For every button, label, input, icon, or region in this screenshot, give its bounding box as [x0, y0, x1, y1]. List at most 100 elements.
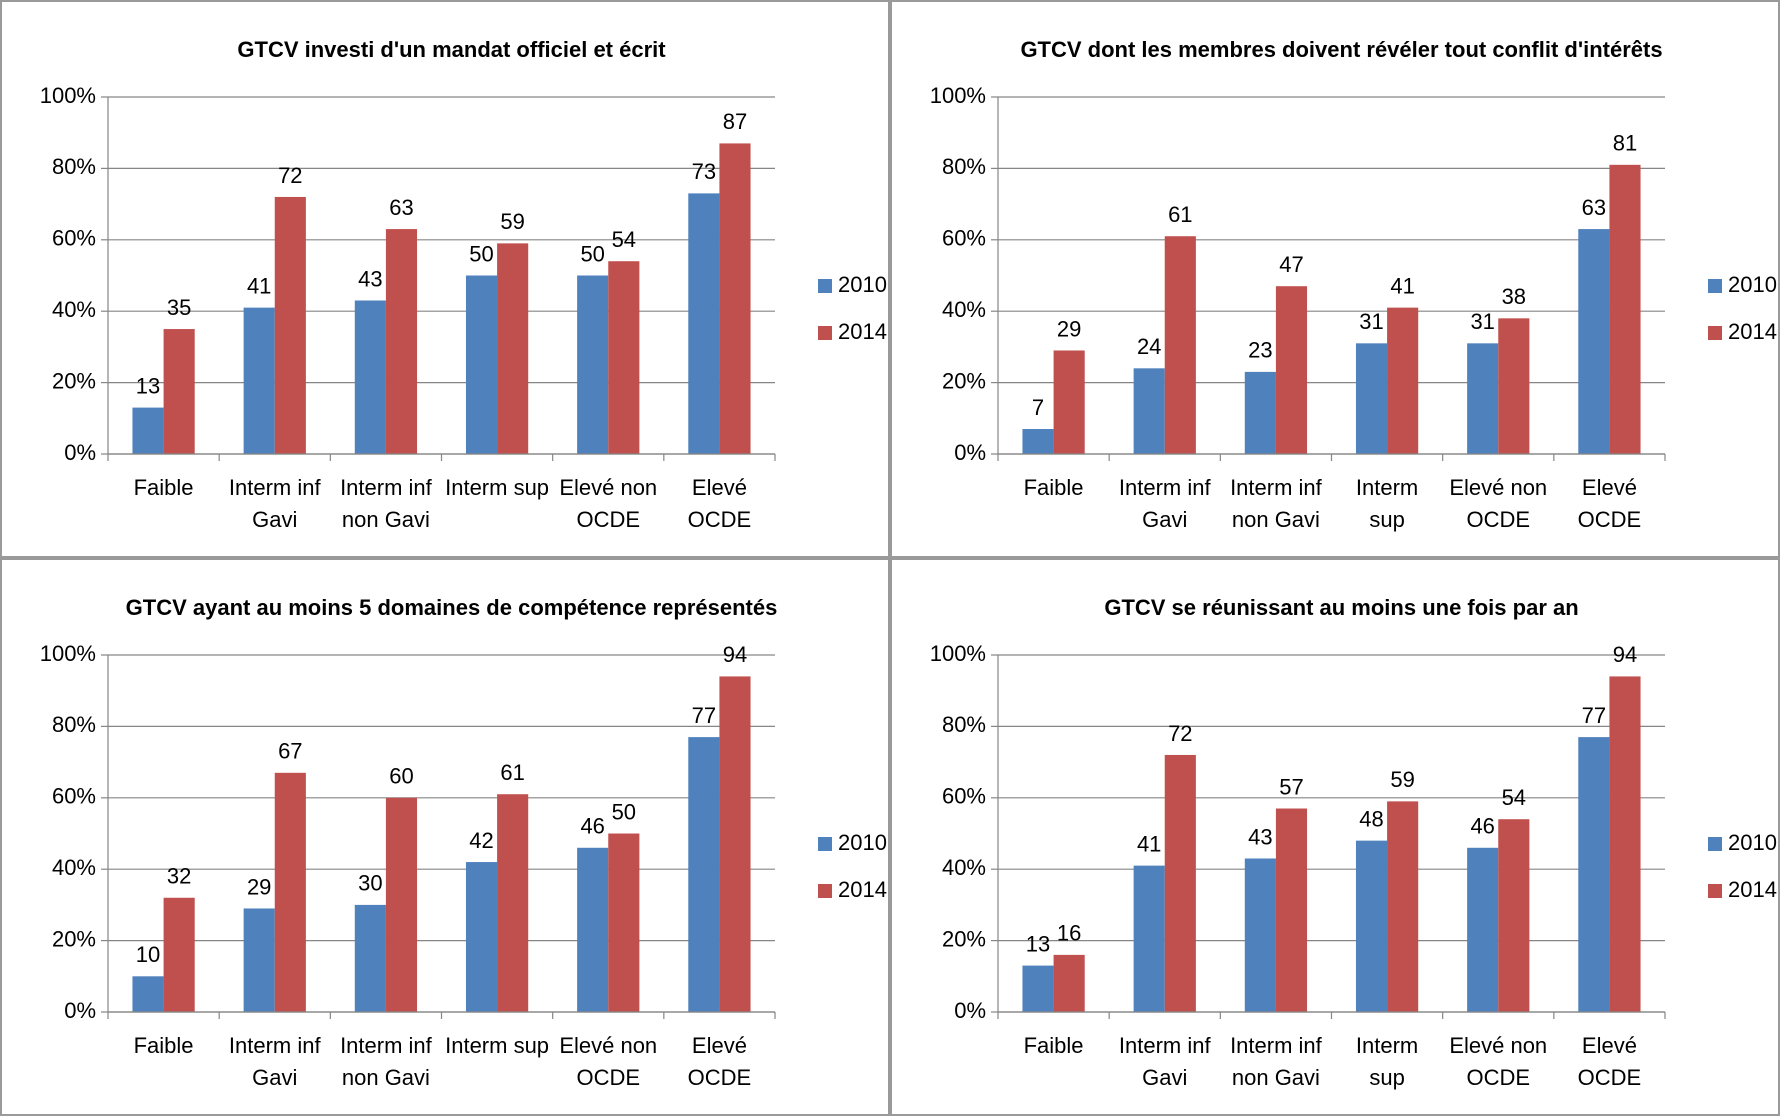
x-tick-label: Faible [134, 475, 194, 500]
bar [1053, 350, 1085, 454]
x-tick-label: OCDE [1578, 1065, 1642, 1090]
x-tick-label: Interm inf [229, 1033, 322, 1058]
bar [465, 275, 498, 454]
bar [1578, 737, 1610, 1012]
bar [1164, 754, 1196, 1012]
y-tick-label: 60% [52, 784, 96, 809]
y-tick-label: 40% [52, 297, 96, 322]
bar [1022, 965, 1054, 1012]
data-label: 31 [1359, 309, 1383, 334]
data-label: 61 [500, 760, 524, 785]
bar [1609, 164, 1641, 454]
x-tick-label: Interm [1356, 475, 1418, 500]
bar [1387, 801, 1419, 1012]
bar [688, 193, 720, 454]
data-label: 29 [247, 874, 271, 899]
chart-title: GTCV investi d'un mandat officiel et écr… [237, 37, 666, 62]
x-tick-label: non Gavi [342, 507, 430, 532]
bar [1053, 954, 1085, 1012]
bar [1355, 343, 1388, 454]
x-tick-label: OCDE [1466, 507, 1530, 532]
y-tick-label: 20% [942, 368, 986, 393]
data-label: 41 [247, 273, 271, 298]
x-tick-label: Faible [134, 1033, 194, 1058]
y-tick-label: 0% [64, 440, 96, 465]
y-tick-label: 60% [942, 784, 986, 809]
data-label: 54 [612, 227, 636, 252]
y-tick-label: 40% [52, 855, 96, 880]
bar [243, 908, 275, 1012]
data-label: 60 [389, 764, 413, 789]
x-tick-label: Elevé non [1449, 475, 1547, 500]
y-tick-label: 100% [930, 83, 986, 108]
x-tick-label: Gavi [1142, 1065, 1187, 1090]
chart-panel: GTCV se réunissant au moins une fois par… [890, 558, 1780, 1116]
data-label: 47 [1279, 252, 1303, 277]
y-tick-label: 40% [942, 855, 986, 880]
bar [1355, 840, 1388, 1012]
y-tick-label: 60% [942, 226, 986, 251]
data-label: 50 [580, 241, 604, 266]
bar [719, 143, 751, 454]
data-label: 81 [1613, 131, 1637, 156]
data-label: 35 [167, 295, 191, 320]
bar [354, 300, 386, 454]
data-label: 42 [469, 828, 493, 853]
data-label: 32 [167, 864, 191, 889]
panel-border [890, 558, 1780, 1116]
bar [1275, 286, 1308, 454]
data-label: 72 [278, 163, 302, 188]
legend-label: 2014 [1728, 877, 1777, 902]
bar [688, 737, 720, 1012]
x-tick-label: OCDE [1466, 1065, 1530, 1090]
chart-panel: GTCV dont les membres doivent révéler to… [890, 0, 1780, 558]
x-tick-label: Interm [1356, 1033, 1418, 1058]
panel-border [0, 0, 890, 558]
chart-panel: GTCV investi d'un mandat officiel et écr… [0, 0, 890, 558]
legend-swatch [818, 884, 832, 898]
x-tick-label: Gavi [252, 1065, 297, 1090]
bar [132, 407, 164, 454]
data-label: 13 [136, 373, 160, 398]
data-label: 41 [1390, 273, 1414, 298]
bar [1578, 229, 1610, 454]
legend-label: 2010 [1728, 272, 1777, 297]
x-tick-label: OCDE [576, 1065, 640, 1090]
x-tick-label: Interm inf [1119, 1033, 1212, 1058]
bar [354, 904, 386, 1012]
x-tick-label: Elevé non [559, 475, 657, 500]
legend-label: 2010 [838, 830, 887, 855]
bar [465, 862, 498, 1012]
data-label: 41 [1137, 831, 1161, 856]
y-tick-label: 20% [52, 368, 96, 393]
bar [608, 833, 640, 1012]
data-label: 72 [1168, 721, 1192, 746]
data-label: 59 [1390, 767, 1414, 792]
bar [577, 275, 609, 454]
bar [1022, 429, 1054, 454]
legend-swatch [818, 837, 832, 851]
x-tick-label: Interm sup [445, 1033, 549, 1058]
data-label: 77 [1582, 703, 1606, 728]
data-label: 29 [1057, 316, 1081, 341]
x-tick-label: sup [1369, 507, 1404, 532]
x-tick-label: Elevé non [559, 1033, 657, 1058]
data-label: 77 [692, 703, 716, 728]
bar [132, 976, 164, 1012]
chart-title: GTCV se réunissant au moins une fois par… [1104, 595, 1578, 620]
data-label: 63 [389, 195, 413, 220]
bar [163, 897, 195, 1012]
data-label: 48 [1359, 806, 1383, 831]
bar [1609, 676, 1641, 1012]
x-tick-label: Faible [1024, 1033, 1084, 1058]
bar [1467, 343, 1499, 454]
data-label: 61 [1168, 202, 1192, 227]
data-label: 59 [500, 209, 524, 234]
data-label: 30 [358, 871, 382, 896]
panel-border [890, 0, 1780, 558]
legend-label: 2014 [1728, 319, 1777, 344]
x-tick-label: Interm inf [1230, 1033, 1323, 1058]
data-label: 94 [1613, 642, 1637, 667]
x-tick-label: Interm inf [229, 475, 322, 500]
